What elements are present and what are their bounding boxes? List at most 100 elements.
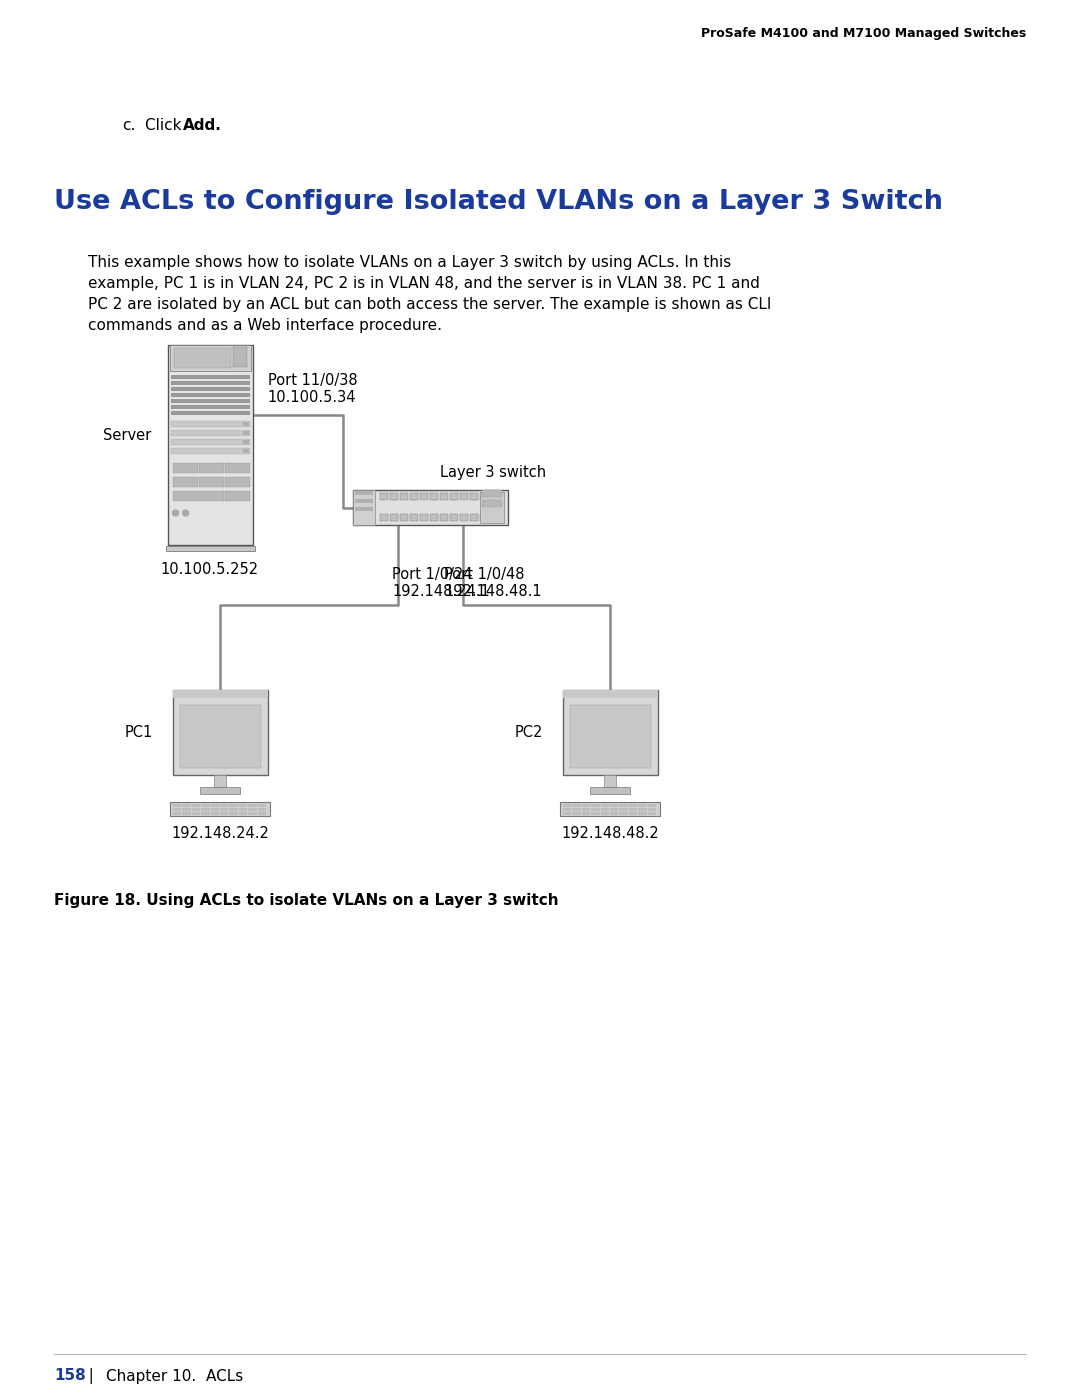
- Bar: [211, 812, 219, 814]
- Text: PC 2 are isolated by an ACL but can both access the server. The example is shown: PC 2 are isolated by an ACL but can both…: [87, 298, 771, 312]
- Bar: [620, 812, 627, 814]
- Bar: [239, 812, 247, 814]
- Bar: [174, 348, 230, 367]
- Bar: [229, 805, 238, 807]
- Bar: [200, 787, 240, 793]
- Bar: [638, 805, 647, 807]
- Bar: [419, 493, 428, 500]
- Bar: [173, 805, 181, 807]
- Bar: [173, 807, 181, 812]
- Bar: [572, 812, 581, 814]
- Bar: [409, 514, 418, 521]
- Bar: [480, 493, 487, 500]
- Bar: [173, 476, 198, 488]
- Bar: [183, 812, 191, 814]
- Bar: [572, 805, 581, 807]
- Bar: [600, 805, 609, 807]
- Bar: [430, 514, 437, 521]
- Text: Figure 18. Using ACLs to isolate VLANs on a Layer 3 switch: Figure 18. Using ACLs to isolate VLANs o…: [54, 893, 558, 908]
- Text: Port 1/0/24: Port 1/0/24: [392, 567, 473, 583]
- Bar: [232, 346, 246, 367]
- Bar: [214, 775, 226, 787]
- Bar: [192, 807, 200, 812]
- Bar: [225, 476, 249, 488]
- Bar: [620, 807, 627, 812]
- Bar: [248, 805, 257, 807]
- Text: 192.148.24.1: 192.148.24.1: [392, 584, 490, 599]
- Bar: [648, 805, 656, 807]
- Bar: [171, 430, 249, 436]
- Bar: [582, 812, 590, 814]
- Bar: [171, 448, 249, 454]
- Bar: [629, 807, 637, 812]
- Bar: [170, 802, 270, 816]
- Bar: [258, 812, 266, 814]
- Bar: [248, 812, 257, 814]
- Bar: [229, 812, 238, 814]
- Bar: [582, 807, 590, 812]
- Text: Chapter 10.  ACLs: Chapter 10. ACLs: [106, 1369, 243, 1383]
- Bar: [610, 807, 619, 812]
- Text: Port 11/0/38: Port 11/0/38: [268, 373, 357, 387]
- Text: 192.148.48.1: 192.148.48.1: [445, 584, 542, 599]
- Bar: [482, 500, 501, 507]
- Bar: [600, 812, 609, 814]
- Bar: [459, 514, 468, 521]
- Bar: [171, 411, 249, 415]
- Bar: [170, 345, 251, 372]
- Text: 158: 158: [54, 1369, 85, 1383]
- Bar: [482, 490, 501, 497]
- Text: Use ACLs to Configure Isolated VLANs on a Layer 3 Switch: Use ACLs to Configure Isolated VLANs on …: [54, 189, 943, 215]
- Bar: [258, 807, 266, 812]
- Bar: [400, 514, 407, 521]
- Bar: [211, 807, 219, 812]
- Bar: [167, 345, 253, 545]
- Bar: [248, 807, 257, 812]
- Bar: [563, 807, 571, 812]
- Bar: [225, 462, 249, 474]
- Bar: [610, 812, 619, 814]
- Bar: [582, 805, 590, 807]
- Bar: [419, 514, 428, 521]
- Bar: [590, 787, 630, 793]
- Bar: [648, 812, 656, 814]
- Bar: [173, 690, 268, 775]
- Bar: [173, 490, 198, 502]
- Bar: [354, 499, 373, 503]
- Bar: [220, 807, 228, 812]
- Bar: [591, 805, 599, 807]
- Bar: [243, 448, 248, 453]
- Bar: [201, 807, 210, 812]
- Bar: [572, 807, 581, 812]
- Bar: [171, 420, 249, 427]
- Circle shape: [173, 510, 178, 515]
- Bar: [489, 514, 498, 521]
- Text: 192.148.48.2: 192.148.48.2: [562, 827, 659, 841]
- Text: PC1: PC1: [124, 725, 152, 740]
- Bar: [183, 807, 191, 812]
- Bar: [409, 493, 418, 500]
- Bar: [199, 490, 224, 502]
- Bar: [638, 812, 647, 814]
- Bar: [480, 514, 487, 521]
- Bar: [379, 493, 388, 500]
- Text: Add.: Add.: [183, 117, 221, 133]
- Text: ProSafe M4100 and M7100 Managed Switches: ProSafe M4100 and M7100 Managed Switches: [701, 27, 1026, 39]
- Bar: [192, 812, 200, 814]
- Bar: [591, 812, 599, 814]
- Bar: [638, 807, 647, 812]
- Bar: [629, 805, 637, 807]
- Text: 10.100.5.252: 10.100.5.252: [161, 563, 259, 577]
- Bar: [430, 493, 437, 500]
- Bar: [239, 807, 247, 812]
- Bar: [229, 807, 238, 812]
- Text: |: |: [79, 1368, 104, 1384]
- Bar: [354, 490, 373, 495]
- Text: 10.100.5.34: 10.100.5.34: [268, 391, 356, 405]
- Bar: [600, 807, 609, 812]
- Bar: [173, 690, 268, 698]
- Bar: [563, 812, 571, 814]
- Bar: [199, 476, 224, 488]
- Bar: [243, 422, 248, 426]
- Bar: [400, 493, 407, 500]
